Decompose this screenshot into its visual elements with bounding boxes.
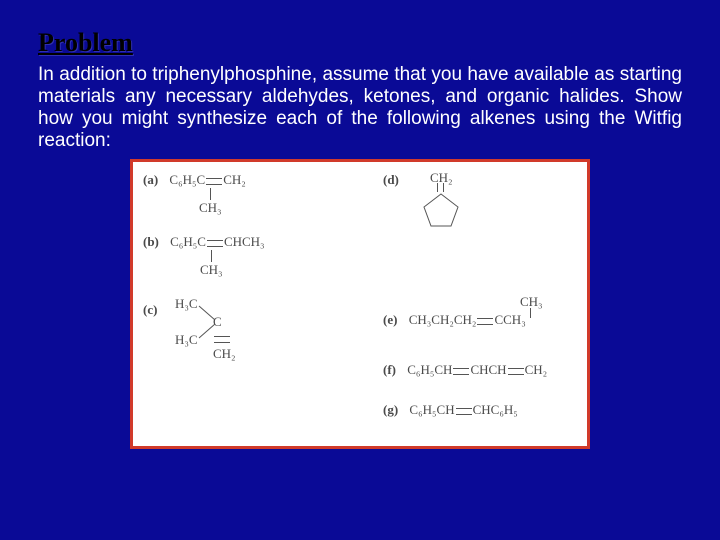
c-right: CH₂	[213, 346, 236, 361]
chemistry-figure: (a) C₆H₅CCH₂ CH₃ (d) CH₂	[130, 159, 590, 449]
item-b: (b) C₆H₅CCHCH₃ CH₃	[143, 234, 265, 250]
problem-body: In addition to triphenylphosphine, assum…	[38, 64, 682, 151]
b-right: CHCH₃	[224, 234, 265, 249]
d-dbond-vert	[437, 183, 444, 192]
label-g: (g)	[383, 402, 398, 417]
problem-title: Problem	[38, 28, 682, 58]
c-branch-lines	[197, 300, 217, 344]
formula-a: C₆H₅CCH₂	[169, 172, 245, 187]
c-bottom: H₃C	[175, 332, 198, 348]
item-d: (d) CH₂	[383, 172, 399, 188]
f-right: CHCH	[470, 362, 506, 377]
e-left: CH₃CH₂CH₂	[409, 312, 477, 327]
bond-line	[210, 188, 211, 200]
item-e: (e) CH₃ CH₃CH₂CH₂CCH₃	[383, 312, 526, 328]
formula-g: C₆H₅CH CHC₆H₅	[409, 402, 517, 417]
bond-line	[211, 250, 212, 262]
slide: Problem In addition to triphenylphosphin…	[0, 0, 720, 540]
f-right2: CH₂	[525, 362, 548, 377]
formula-e: CH₃CH₂CH₂ CCH₃	[409, 312, 526, 327]
a-right: CH₂	[223, 172, 246, 187]
a-sub: CH₃	[199, 200, 222, 216]
item-f: (f) C₆H₅CH CHCH CH₂	[383, 362, 547, 378]
label-d: (d)	[383, 172, 399, 187]
double-bond-icon	[207, 240, 223, 247]
e-sub-top: CH₃	[520, 294, 543, 310]
double-bond-icon	[508, 368, 524, 375]
cyclopentane-icon	[421, 192, 461, 228]
double-bond-icon	[453, 368, 469, 375]
double-bond-icon	[456, 408, 472, 415]
g-right: CHC₆H₅	[473, 402, 518, 417]
a-left: C₆H₅	[169, 172, 196, 187]
f-left: C₆H₅CH	[407, 362, 452, 377]
g-left: C₆H₅CH	[409, 402, 454, 417]
item-c: (c) H₃C H₃C CCH₂	[143, 302, 157, 318]
formula-f: C₆H₅CH CHCH CH₂	[407, 362, 547, 377]
formula-b: C₆H₅CCHCH₃	[170, 234, 264, 249]
bond-line	[530, 308, 531, 318]
double-bond-icon	[206, 178, 222, 185]
label-f: (f)	[383, 362, 396, 377]
e-right: CCH₃	[494, 312, 525, 327]
label-c: (c)	[143, 302, 157, 317]
label-e: (e)	[383, 312, 397, 327]
b-sub: CH₃	[200, 262, 223, 278]
item-a: (a) C₆H₅CCH₂ CH₃	[143, 172, 246, 188]
item-g: (g) C₆H₅CH CHC₆H₅	[383, 402, 518, 418]
b-left: C₆H₅	[170, 234, 197, 249]
label-a: (a)	[143, 172, 158, 187]
figure-container: (a) C₆H₅CCH₂ CH₃ (d) CH₂	[38, 159, 682, 449]
label-b: (b)	[143, 234, 159, 249]
double-bond-icon	[477, 318, 493, 325]
c-top: H₃C	[175, 296, 198, 312]
